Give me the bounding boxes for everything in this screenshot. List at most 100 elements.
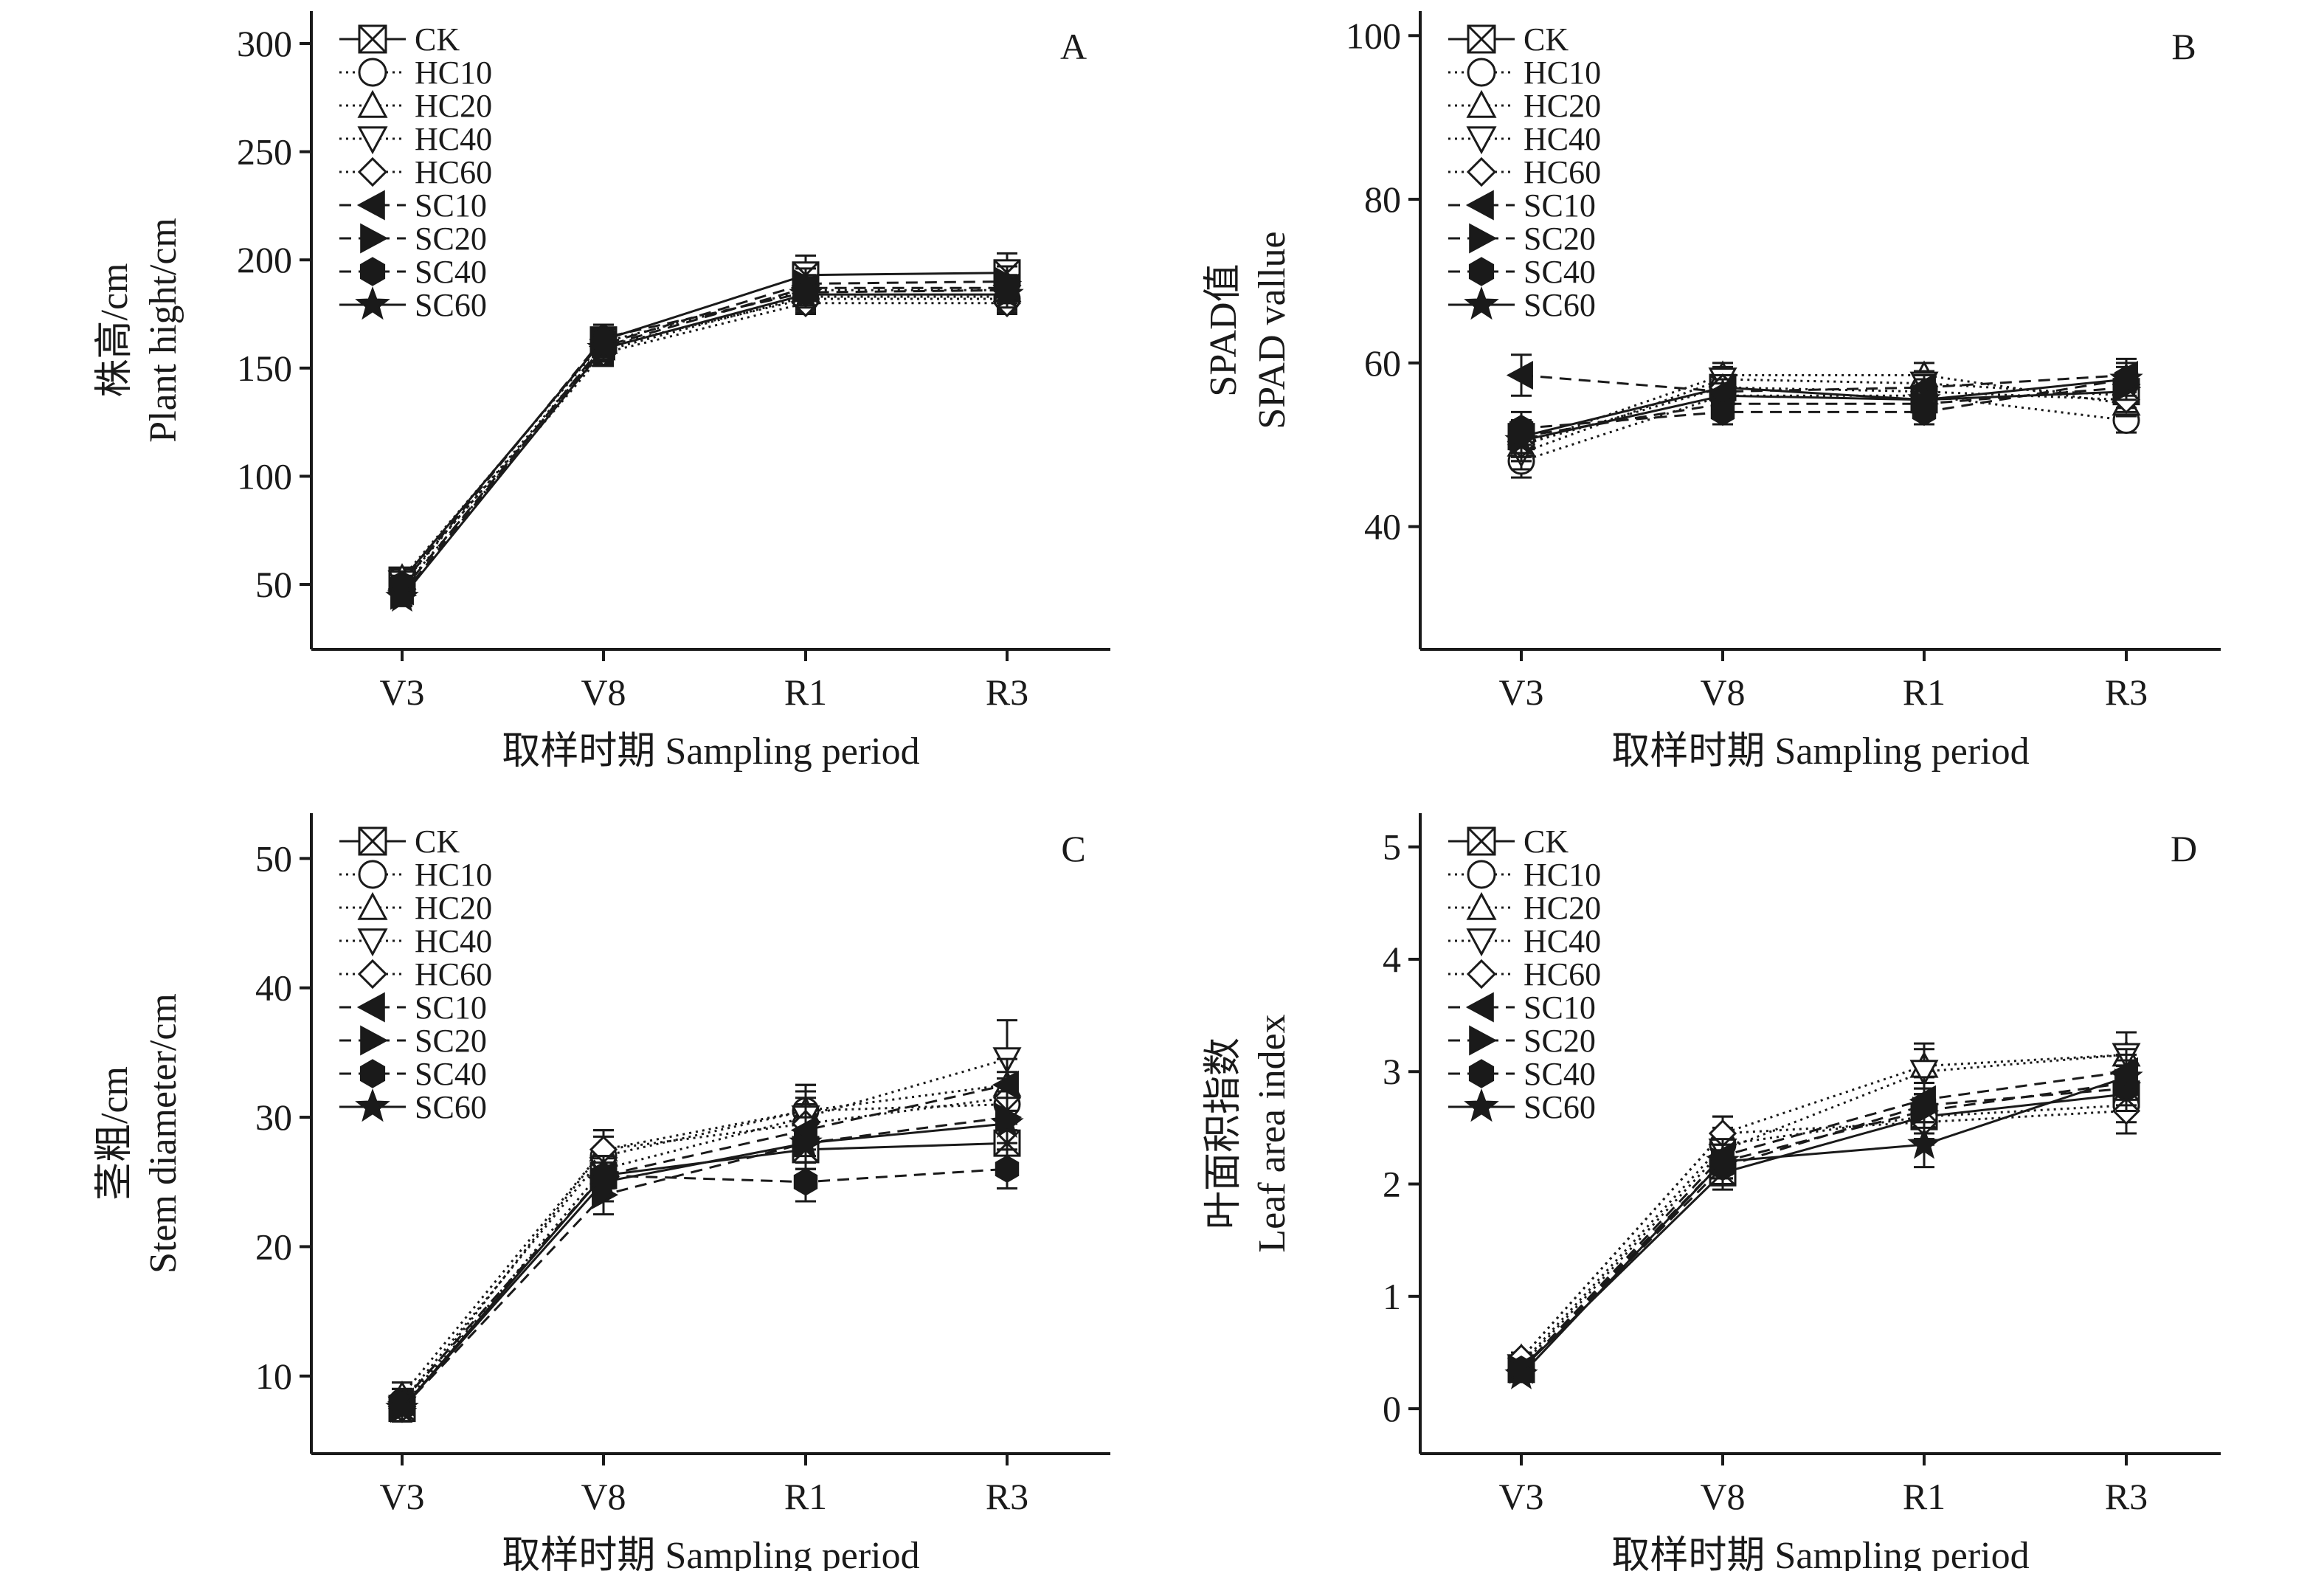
panel-C: 10 20 30 40 50 V3 V8 R1 R3 取样时期 Sampling period 茎粗…	[94, 813, 1110, 1571]
legend-item-SC40: SC40	[1448, 254, 1596, 290]
legend-label: HC40	[415, 923, 492, 959]
panel-letter: D	[2171, 828, 2197, 869]
legend-marker	[358, 860, 387, 889]
legend-label: SC20	[415, 1023, 487, 1059]
x-tick-label: V8	[581, 1476, 626, 1517]
series-line	[401, 1083, 1008, 1397]
data-point	[1912, 1091, 1937, 1119]
legend-label: HC40	[1524, 121, 1601, 157]
series-line	[1520, 1053, 2127, 1367]
y-axis-label-line: SPAD vallue	[1251, 231, 1293, 429]
legend-item-SC20: SC20	[339, 1023, 487, 1059]
y-tick-label: 3	[1383, 1051, 1401, 1092]
x-axis-label: 取样时期 Sampling period	[502, 1535, 919, 1571]
legend-item-SC10: SC10	[1448, 187, 1596, 224]
legend-marker	[355, 1088, 390, 1122]
y-tick-label: 50	[255, 838, 292, 879]
legend-marker	[356, 992, 385, 1023]
y-tick-label: 150	[237, 348, 292, 389]
y-tick-label: 10	[255, 1356, 292, 1397]
y-tick-label: 4	[1383, 939, 1401, 980]
legend-label: HC20	[415, 890, 492, 926]
legend-label: HC40	[415, 121, 492, 157]
series-line	[1521, 378, 2127, 442]
y-tick-label: 40	[1364, 506, 1401, 548]
legend-label: SC60	[1524, 1089, 1596, 1125]
y-axis-label-line: Stem diameter/cm	[142, 993, 184, 1274]
legend-item-HC20: HC20	[1448, 890, 1601, 926]
x-tick-label: V3	[379, 1476, 424, 1517]
series-line	[1521, 374, 2127, 446]
series-line	[401, 293, 1007, 598]
legend-label: HC60	[415, 154, 492, 190]
legend-item-SC60: SC60	[1448, 286, 1596, 323]
legend-item-SC60: SC60	[1448, 1088, 1596, 1125]
x-tick-label: V3	[379, 671, 424, 713]
legend-label: HC10	[1524, 857, 1601, 893]
legend-item-SC40: SC40	[339, 254, 487, 290]
legend-label: HC60	[415, 956, 492, 992]
x-tick-label: R1	[784, 671, 827, 713]
legend-item-HC10: HC10	[1448, 857, 1601, 893]
legend-label: SC20	[1524, 1023, 1596, 1059]
series-line	[401, 295, 1007, 584]
legend-marker	[359, 257, 386, 286]
y-tick-label: 30	[255, 1097, 292, 1138]
legend-marker	[360, 223, 389, 254]
legend-item-SC10: SC10	[339, 187, 487, 224]
y-tick-label: 5	[1383, 826, 1401, 868]
y-tick-label: 0	[1383, 1388, 1401, 1429]
series-line	[401, 1083, 1008, 1403]
legend-marker	[1466, 928, 1497, 957]
legend-label: CK	[415, 21, 460, 58]
series-line	[401, 1057, 1008, 1409]
x-axis-label: 取样时期 Sampling period	[1611, 1535, 2029, 1571]
data-point	[789, 277, 823, 309]
data-point	[385, 1390, 419, 1423]
legend-marker	[1465, 992, 1494, 1023]
data-point	[990, 277, 1024, 309]
legend-label: SC10	[415, 187, 487, 224]
legend-marker	[1464, 1088, 1499, 1122]
legend-label: HC20	[1524, 88, 1601, 124]
legend-label: SC20	[415, 221, 487, 257]
legend-item-CK: CK	[1448, 21, 1569, 58]
series-line	[401, 302, 1007, 590]
x-axis-label: 取样时期 Sampling period	[1611, 731, 2029, 773]
legend-label: SC10	[1524, 187, 1596, 224]
series-line	[401, 1122, 1008, 1409]
data-point	[385, 579, 419, 612]
legend-marker	[1466, 156, 1497, 187]
legend-marker	[357, 89, 388, 118]
x-tick-label: R1	[784, 1476, 827, 1517]
data-point	[990, 1105, 1024, 1139]
legend-label: SC40	[1524, 1056, 1596, 1092]
series-line	[1520, 1070, 2127, 1370]
y-tick-label: 250	[237, 131, 292, 173]
series-line	[1520, 1110, 2127, 1359]
legend-item-CK: CK	[339, 21, 460, 58]
legend-item-HC60: HC60	[1448, 956, 1601, 992]
legend-item-HC40: HC40	[1448, 923, 1601, 959]
legend-item-SC10: SC10	[339, 990, 487, 1026]
data-point	[789, 1125, 823, 1158]
legend-label: HC40	[1524, 923, 1601, 959]
legend-item-HC10: HC10	[1448, 55, 1601, 91]
legend-label: SC10	[415, 990, 487, 1026]
legend-marker	[1468, 1059, 1495, 1088]
legend-label: HC10	[1524, 55, 1601, 91]
panel-letter: A	[1060, 26, 1087, 67]
data-point	[995, 1155, 1020, 1183]
series-line	[1521, 378, 2127, 455]
series-SC60	[1504, 1053, 2143, 1389]
x-tick-label: R3	[2105, 671, 2148, 713]
legend-marker	[357, 891, 388, 920]
legend-item-HC60: HC60	[339, 956, 492, 992]
legend-marker	[357, 126, 388, 155]
data-point	[793, 1168, 818, 1196]
series-line	[401, 1116, 1008, 1409]
